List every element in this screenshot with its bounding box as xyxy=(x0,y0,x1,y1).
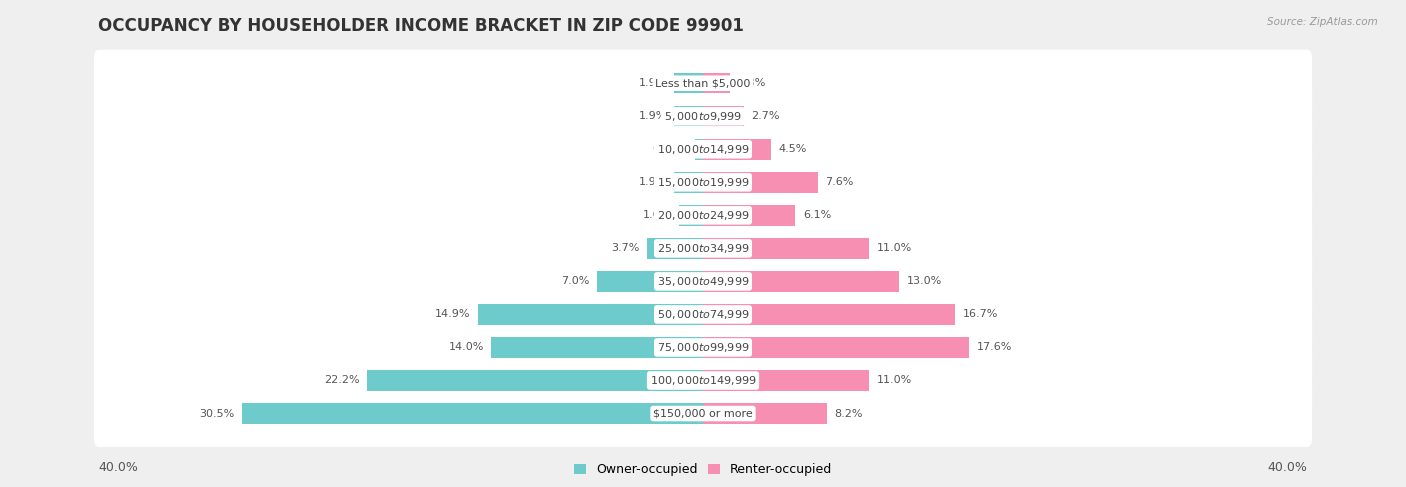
Bar xyxy=(703,106,744,127)
Text: 1.9%: 1.9% xyxy=(638,177,666,187)
Text: 1.8%: 1.8% xyxy=(738,78,766,88)
FancyBboxPatch shape xyxy=(94,50,1312,117)
Text: 2.7%: 2.7% xyxy=(751,111,780,121)
Bar xyxy=(703,172,818,192)
Text: 14.9%: 14.9% xyxy=(434,309,470,319)
FancyBboxPatch shape xyxy=(94,248,1312,315)
Bar xyxy=(598,271,703,292)
Text: 7.6%: 7.6% xyxy=(825,177,853,187)
Text: 11.0%: 11.0% xyxy=(877,375,912,386)
Bar xyxy=(703,73,730,94)
Bar xyxy=(675,106,703,127)
FancyBboxPatch shape xyxy=(94,314,1312,381)
Text: 1.9%: 1.9% xyxy=(638,111,666,121)
Text: 0.55%: 0.55% xyxy=(652,144,688,154)
Text: 8.2%: 8.2% xyxy=(835,409,863,418)
Bar xyxy=(703,271,900,292)
Bar xyxy=(703,370,869,391)
Text: 7.0%: 7.0% xyxy=(561,277,589,286)
Bar xyxy=(695,139,703,160)
Text: OCCUPANCY BY HOUSEHOLDER INCOME BRACKET IN ZIP CODE 99901: OCCUPANCY BY HOUSEHOLDER INCOME BRACKET … xyxy=(98,17,744,35)
FancyBboxPatch shape xyxy=(94,116,1312,183)
Text: 13.0%: 13.0% xyxy=(907,277,942,286)
Bar xyxy=(703,403,827,424)
Bar xyxy=(703,139,770,160)
Text: 1.6%: 1.6% xyxy=(643,210,671,220)
Text: 11.0%: 11.0% xyxy=(877,244,912,253)
Text: 4.5%: 4.5% xyxy=(779,144,807,154)
FancyBboxPatch shape xyxy=(94,182,1312,249)
Bar xyxy=(492,337,703,358)
Text: $50,000 to $74,999: $50,000 to $74,999 xyxy=(657,308,749,321)
Text: 30.5%: 30.5% xyxy=(200,409,235,418)
Legend: Owner-occupied, Renter-occupied: Owner-occupied, Renter-occupied xyxy=(568,458,838,482)
Bar xyxy=(703,205,796,225)
Bar xyxy=(703,337,969,358)
FancyBboxPatch shape xyxy=(94,281,1312,348)
Text: $10,000 to $14,999: $10,000 to $14,999 xyxy=(657,143,749,156)
Text: Source: ZipAtlas.com: Source: ZipAtlas.com xyxy=(1267,17,1378,27)
FancyBboxPatch shape xyxy=(94,380,1312,447)
Text: 17.6%: 17.6% xyxy=(977,342,1012,353)
Text: $25,000 to $34,999: $25,000 to $34,999 xyxy=(657,242,749,255)
Text: 14.0%: 14.0% xyxy=(449,342,484,353)
FancyBboxPatch shape xyxy=(94,149,1312,216)
Text: 3.7%: 3.7% xyxy=(612,244,640,253)
FancyBboxPatch shape xyxy=(94,215,1312,282)
Bar xyxy=(675,172,703,192)
Text: 40.0%: 40.0% xyxy=(1268,461,1308,474)
Bar xyxy=(703,238,869,259)
Text: $100,000 to $149,999: $100,000 to $149,999 xyxy=(650,374,756,387)
Text: $20,000 to $24,999: $20,000 to $24,999 xyxy=(657,209,749,222)
Text: $5,000 to $9,999: $5,000 to $9,999 xyxy=(664,110,742,123)
FancyBboxPatch shape xyxy=(94,83,1312,150)
Bar xyxy=(675,73,703,94)
Text: 16.7%: 16.7% xyxy=(963,309,998,319)
Text: 22.2%: 22.2% xyxy=(325,375,360,386)
Text: $150,000 or more: $150,000 or more xyxy=(654,409,752,418)
Bar xyxy=(679,205,703,225)
Bar xyxy=(647,238,703,259)
Bar xyxy=(478,304,703,325)
Text: $35,000 to $49,999: $35,000 to $49,999 xyxy=(657,275,749,288)
Text: 40.0%: 40.0% xyxy=(98,461,138,474)
Bar xyxy=(242,403,703,424)
Text: $15,000 to $19,999: $15,000 to $19,999 xyxy=(657,176,749,189)
Text: Less than $5,000: Less than $5,000 xyxy=(655,78,751,88)
Text: 1.9%: 1.9% xyxy=(638,78,666,88)
Text: 6.1%: 6.1% xyxy=(803,210,831,220)
Bar xyxy=(703,304,956,325)
FancyBboxPatch shape xyxy=(94,347,1312,414)
Text: $75,000 to $99,999: $75,000 to $99,999 xyxy=(657,341,749,354)
Bar xyxy=(367,370,703,391)
